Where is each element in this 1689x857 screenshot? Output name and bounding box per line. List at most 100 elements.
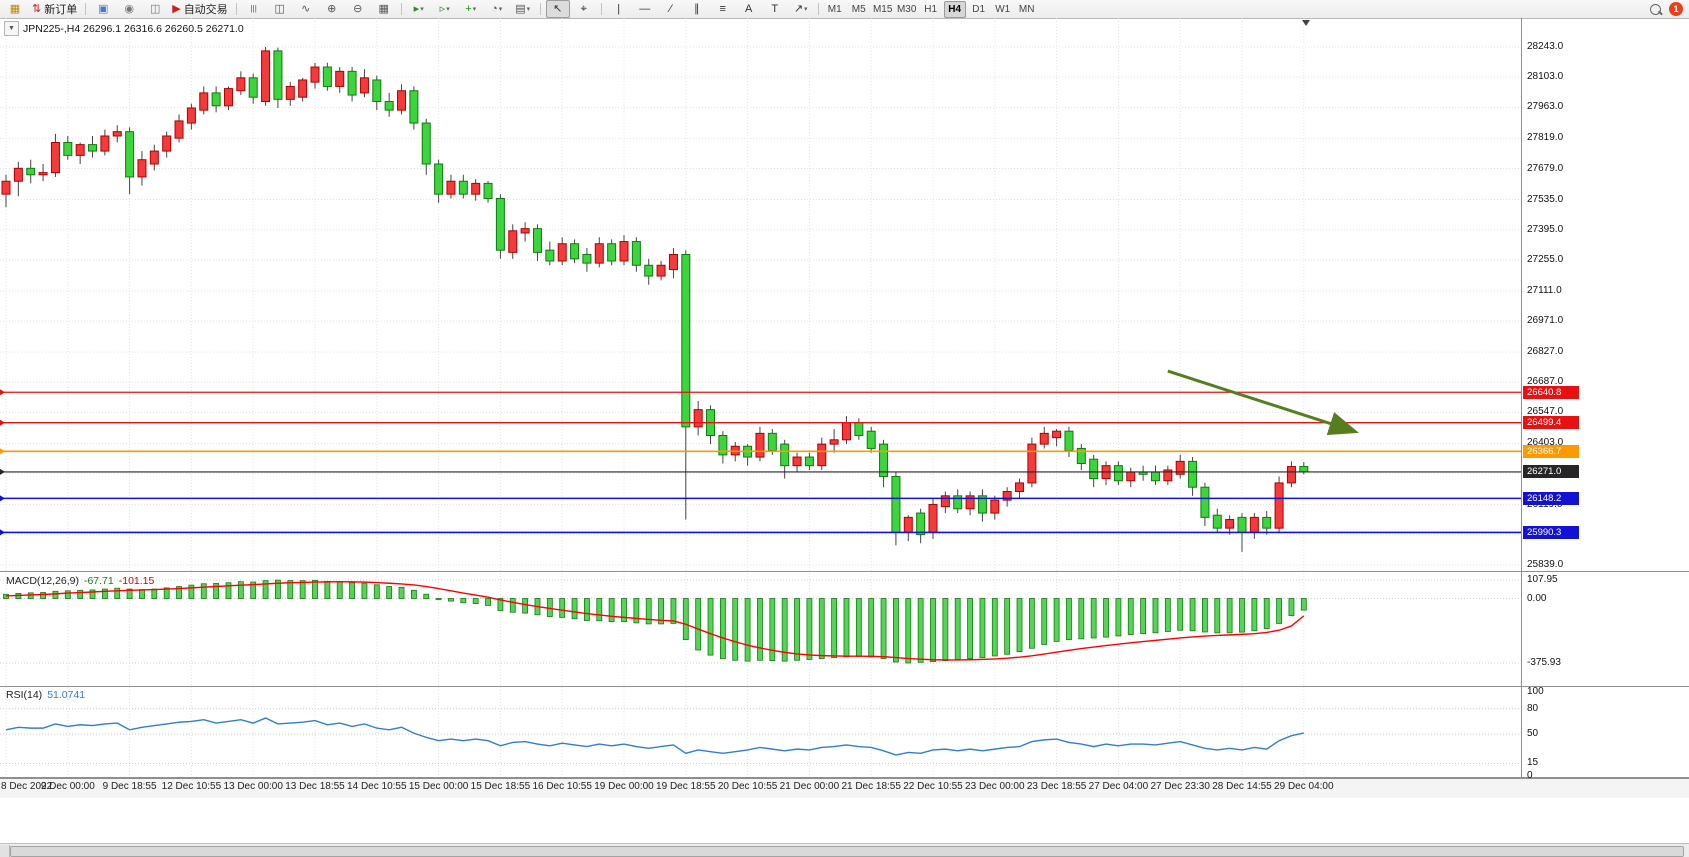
scrollbar-thumb[interactable] bbox=[10, 846, 1684, 857]
candle-body bbox=[1274, 482, 1284, 529]
charts-window-icon: ▣ bbox=[98, 3, 109, 15]
candle-body bbox=[866, 430, 876, 449]
timeframe-mn[interactable]: MN bbox=[1018, 3, 1035, 15]
time-axis[interactable] bbox=[0, 778, 1689, 798]
timeframe-w1[interactable]: W1 bbox=[995, 3, 1011, 15]
auto-trading-button[interactable]: ▶ 自动交易 bbox=[169, 0, 230, 18]
candle-body bbox=[149, 150, 159, 165]
trend-arrow[interactable] bbox=[1167, 369, 1359, 436]
candle-body bbox=[322, 66, 332, 87]
candle-body bbox=[594, 243, 604, 264]
templates-dropdown-icon[interactable]: ▾ bbox=[526, 6, 531, 13]
line-chart-button[interactable]: ∿ bbox=[294, 0, 318, 18]
macd-histogram-bar bbox=[361, 582, 368, 599]
text-button[interactable]: A bbox=[737, 0, 761, 18]
level-anchor bbox=[0, 529, 5, 536]
macd-histogram-bar bbox=[880, 598, 887, 659]
vertical-line-icon: | bbox=[617, 3, 621, 15]
scrollbar-left-button[interactable] bbox=[0, 845, 10, 857]
vertical-line-button[interactable]: | bbox=[607, 0, 631, 18]
candle-body bbox=[137, 159, 147, 178]
level-anchor bbox=[0, 419, 5, 426]
notification-badge[interactable]: 1 bbox=[1669, 2, 1683, 16]
timeframe-m1[interactable]: M1 bbox=[827, 3, 842, 15]
macd-histogram-bar bbox=[1152, 598, 1159, 634]
auto-trading-label: 自动交易 bbox=[183, 4, 228, 16]
strategy-tester-button[interactable]: ◫ bbox=[143, 0, 167, 18]
one-click-trading-toggle[interactable]: ▼ bbox=[4, 21, 19, 36]
auto-scroll-button[interactable]: ▸ ▾ bbox=[407, 0, 431, 18]
zoom-out-button[interactable]: ⊖ bbox=[346, 0, 370, 18]
timeframe-m5[interactable]: M5 bbox=[851, 3, 866, 15]
horizontal-scrollbar[interactable] bbox=[0, 843, 1689, 857]
macd-histogram-bar bbox=[1016, 598, 1023, 653]
charts-window-button[interactable]: ▣ bbox=[91, 0, 115, 18]
candle-body bbox=[532, 228, 542, 253]
new-chart-button[interactable]: ▦ bbox=[3, 0, 27, 18]
zoom-in-button[interactable]: ⊕ bbox=[320, 0, 344, 18]
fibonacci-button[interactable]: ≡ bbox=[711, 0, 735, 18]
chart-shift-dropdown-icon[interactable]: ▾ bbox=[446, 6, 450, 13]
time-axis-label: 22 Dec 10:55 bbox=[903, 781, 963, 792]
price-axis-label: 27535.0 bbox=[1527, 193, 1564, 205]
candle-body bbox=[1002, 491, 1012, 501]
candle-body bbox=[903, 516, 913, 533]
macd-histogram-bar bbox=[1066, 598, 1072, 641]
candle-body bbox=[162, 135, 172, 152]
candle-body bbox=[891, 475, 901, 533]
time-axis-label: 12 Dec 10:55 bbox=[161, 781, 222, 792]
templates-button[interactable]: ▤ ▾ bbox=[511, 0, 535, 18]
macd-label: MACD(12,26,9) -67.71 -101.15 bbox=[6, 575, 154, 587]
bars-chart-button[interactable]: ||| bbox=[242, 0, 266, 18]
macd-histogram-bar bbox=[855, 598, 862, 657]
search-icon[interactable] bbox=[1650, 3, 1661, 15]
timeframe-m15[interactable]: M15 bbox=[872, 3, 893, 15]
trend-line-icon: ∕ bbox=[669, 3, 672, 15]
macd-histogram-bar bbox=[262, 580, 269, 599]
macd-histogram-bar bbox=[732, 598, 739, 661]
candle-body bbox=[1200, 486, 1210, 518]
chart-shift-button[interactable]: ▹ ▾ bbox=[433, 0, 457, 18]
indicators-button[interactable]: + ▾ bbox=[459, 0, 483, 18]
macd-histogram-bar bbox=[1288, 598, 1295, 617]
price-axis-label: 26547.0 bbox=[1527, 406, 1564, 418]
candle-body bbox=[384, 101, 394, 111]
text-label-button[interactable]: T bbox=[763, 0, 787, 18]
cursor-button[interactable]: ↖ bbox=[545, 0, 570, 18]
trend-line-button[interactable]: ∕ bbox=[659, 0, 683, 18]
equidistant-channel-button[interactable]: ∥ bbox=[685, 0, 709, 18]
price-axis-label: 26827.0 bbox=[1527, 346, 1564, 358]
timeframe-h4[interactable]: H4 bbox=[943, 0, 966, 18]
price-tag-support-2: 25990.3 bbox=[1523, 525, 1579, 539]
candle-body bbox=[545, 249, 555, 262]
macd-histogram-bar bbox=[126, 588, 133, 599]
macd-histogram-bar bbox=[757, 598, 763, 661]
auto-scroll-dropdown-icon[interactable]: ▾ bbox=[420, 6, 424, 13]
arrows-tool-dropdown-icon[interactable]: ▾ bbox=[804, 6, 808, 13]
equidistant-channel-icon: ∥ bbox=[693, 3, 700, 15]
arrows-tool-button[interactable]: ↗ ▾ bbox=[789, 0, 813, 18]
horizontal-line-button[interactable]: — bbox=[633, 0, 657, 18]
candle-body bbox=[223, 88, 233, 107]
tile-windows-button[interactable]: ▦ bbox=[372, 0, 396, 18]
macd-histogram-bar bbox=[781, 598, 788, 662]
price-axis-label: 27679.0 bbox=[1527, 162, 1564, 174]
market-watch-button[interactable]: ◉ bbox=[117, 0, 141, 18]
indicators-dropdown-icon[interactable]: ▾ bbox=[472, 6, 477, 13]
timeframe-m30[interactable]: M30 bbox=[896, 3, 917, 15]
periods-dropdown-icon[interactable]: ▾ bbox=[498, 6, 503, 13]
new-order-button[interactable]: ⇅ 新订单 bbox=[29, 0, 80, 18]
candles-chart-button[interactable]: ◫ bbox=[268, 0, 292, 18]
crosshair-button[interactable]: ⌖ bbox=[572, 0, 596, 18]
candle-body bbox=[421, 122, 431, 165]
rsi-value: 51.0741 bbox=[47, 689, 86, 701]
candle-body bbox=[1064, 430, 1074, 452]
candle-body bbox=[520, 228, 530, 234]
macd-histogram-bar bbox=[893, 598, 899, 663]
timeframe-d1[interactable]: D1 bbox=[972, 3, 986, 15]
timeframe-h1[interactable]: H1 bbox=[924, 3, 938, 15]
macd-histogram-bar bbox=[188, 584, 195, 599]
periods-button[interactable]: ◔ ▾ bbox=[485, 0, 509, 18]
macd-histogram-bar bbox=[806, 598, 813, 660]
